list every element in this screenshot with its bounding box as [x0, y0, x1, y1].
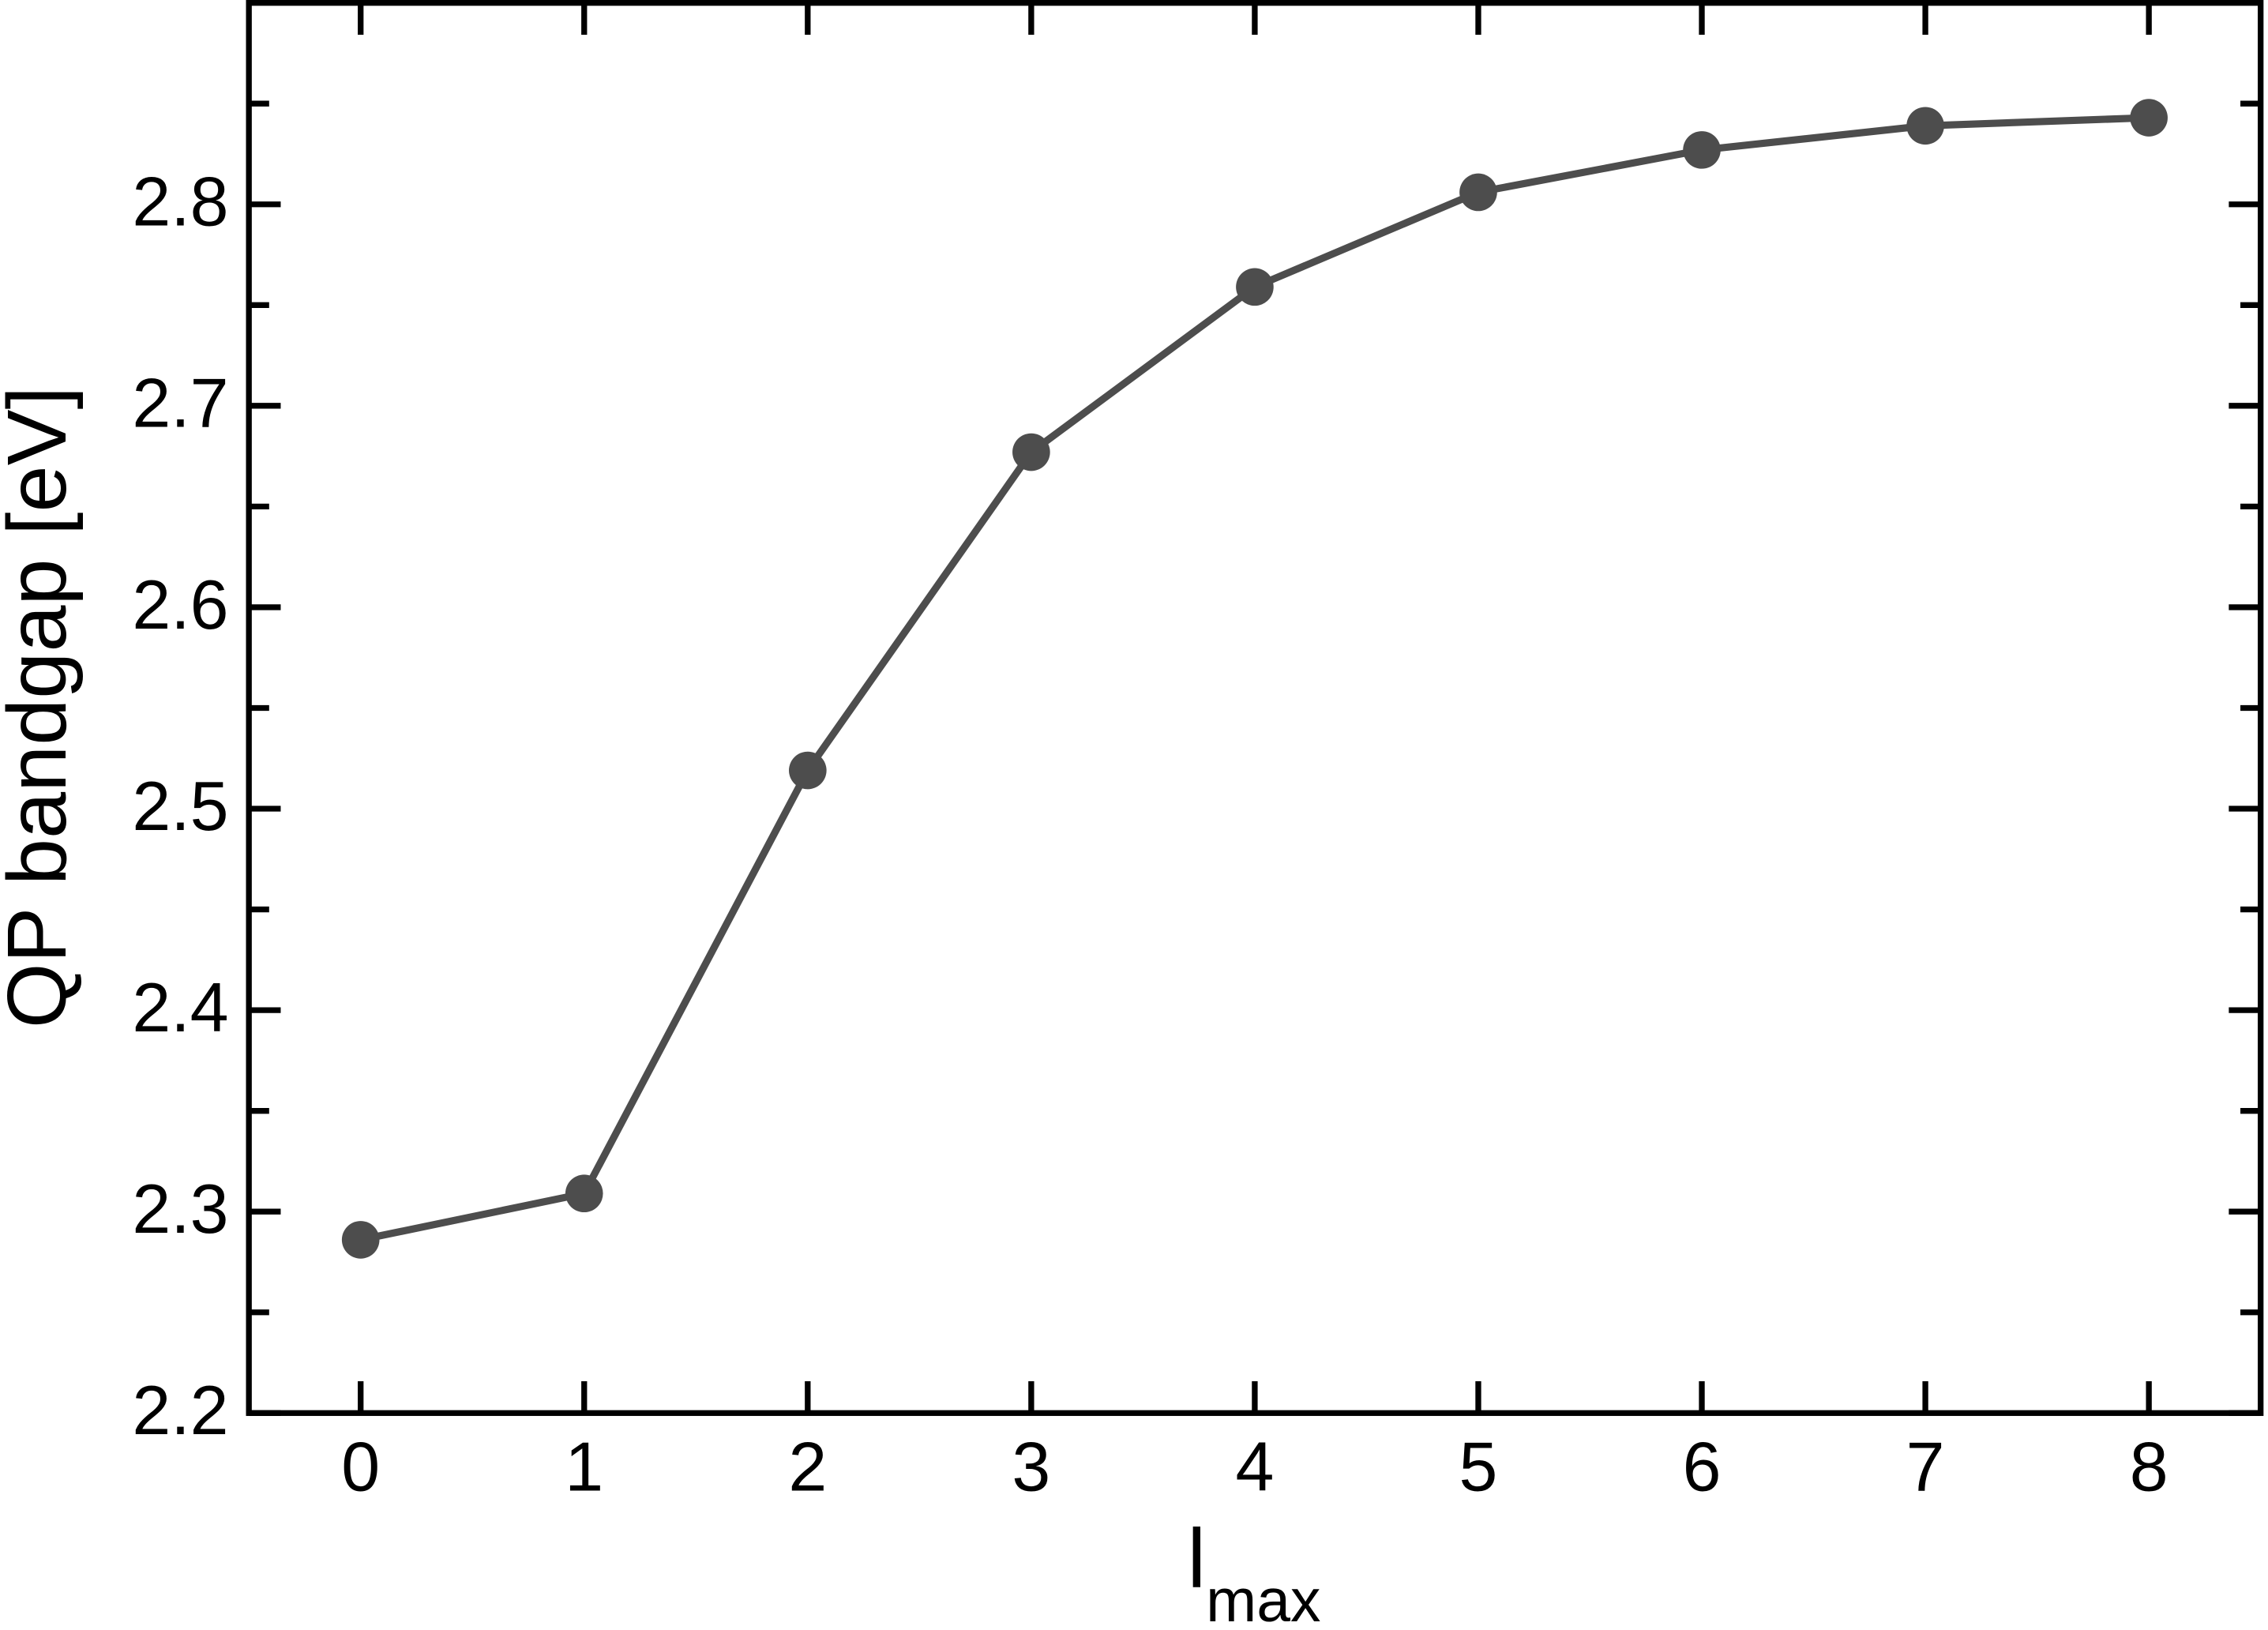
x-tick-label: 1 [565, 1428, 603, 1506]
y-tick-label: 2.8 [132, 163, 228, 241]
data-point [1236, 268, 1274, 306]
x-tick-label: 2 [788, 1428, 827, 1506]
data-point [1906, 107, 1944, 145]
data-point [1459, 173, 1497, 212]
data-point [1683, 131, 1721, 169]
data-point [2130, 99, 2168, 137]
data-point [1012, 433, 1050, 471]
x-tick-label: 5 [1459, 1428, 1498, 1506]
y-tick-label: 2.4 [132, 968, 228, 1046]
x-axis-label-main: l [1188, 1512, 1207, 1606]
y-tick-label: 2.2 [132, 1371, 228, 1449]
x-tick-label: 3 [1012, 1428, 1050, 1506]
y-tick-label: 2.6 [132, 565, 228, 644]
x-tick-label: 4 [1235, 1428, 1274, 1506]
x-tick-label: 8 [2130, 1428, 2168, 1506]
y-tick-label: 2.5 [132, 767, 228, 845]
x-tick-label: 0 [341, 1428, 380, 1506]
x-tick-label: 6 [1683, 1428, 1722, 1506]
x-tick-label: 7 [1906, 1428, 1945, 1506]
x-axis-label-sub: max [1206, 1567, 1320, 1630]
x-axis-label: lmax [1188, 1512, 1321, 1630]
data-point [789, 751, 827, 790]
y-tick-label: 2.3 [132, 1170, 228, 1248]
data-point [565, 1174, 603, 1213]
y-tick-label: 2.7 [132, 364, 228, 442]
y-axis-label: QP bandgap [eV] [0, 386, 84, 1028]
data-point [341, 1221, 380, 1259]
